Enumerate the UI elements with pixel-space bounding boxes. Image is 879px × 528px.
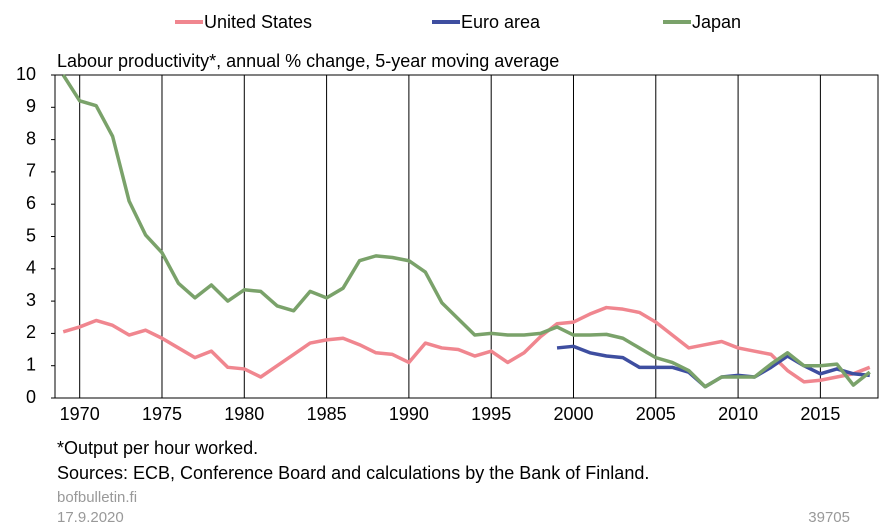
y-tick-label: 8 <box>26 128 36 148</box>
x-tick-label: 2015 <box>800 404 840 424</box>
y-tick-label: 3 <box>26 290 36 310</box>
legend-label: Euro area <box>461 12 541 32</box>
x-tick-label: 1990 <box>389 404 429 424</box>
date: 17.9.2020 <box>57 509 124 526</box>
y-tick-label: 5 <box>26 225 36 245</box>
footnote: *Output per hour worked. <box>57 438 258 458</box>
y-tick-label: 10 <box>16 64 36 84</box>
x-tick-label: 2010 <box>718 404 758 424</box>
y-tick-label: 7 <box>26 161 36 181</box>
x-tick-label: 1995 <box>471 404 511 424</box>
x-tick-label: 1970 <box>60 404 100 424</box>
series-line <box>62 305 871 384</box>
y-tick-label: 6 <box>26 193 36 213</box>
y-tick-label: 0 <box>26 387 36 407</box>
series-line <box>61 74 871 389</box>
x-tick-label: 1975 <box>142 404 182 424</box>
x-tick-label: 1985 <box>307 404 347 424</box>
legend-label: Japan <box>692 12 741 32</box>
x-tick-label: 2005 <box>636 404 676 424</box>
source: Sources: ECB, Conference Board and calcu… <box>57 463 649 483</box>
chart-title: Labour productivity*, annual % change, 5… <box>57 51 559 71</box>
y-tick-label: 4 <box>26 258 36 278</box>
y-tick-label: 2 <box>26 322 36 342</box>
legend-label: United States <box>204 12 312 32</box>
y-tick-label: 9 <box>26 96 36 116</box>
site: bofbulletin.fi <box>57 489 137 506</box>
chart-id: 39705 <box>808 509 850 526</box>
y-tick-label: 1 <box>26 354 36 374</box>
x-tick-label: 2000 <box>553 404 593 424</box>
x-tick-label: 1980 <box>224 404 264 424</box>
plot-frame <box>54 74 879 399</box>
